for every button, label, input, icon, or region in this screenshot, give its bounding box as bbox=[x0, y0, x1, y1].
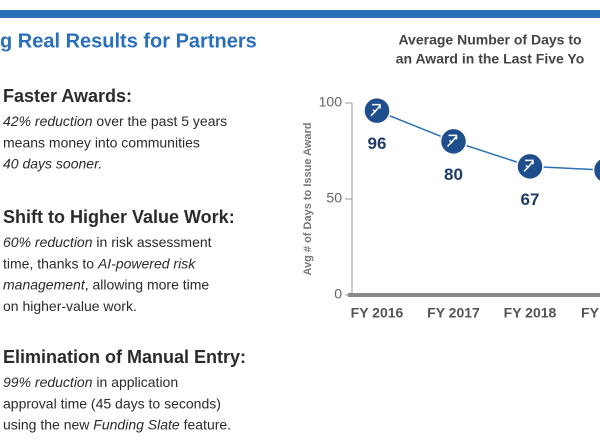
y-tick-label: 100 bbox=[319, 94, 343, 110]
x-tick-label: FY 2017 bbox=[427, 305, 480, 321]
text-run: Funding Slate bbox=[93, 416, 180, 432]
text-run: 99% reduction bbox=[3, 374, 93, 390]
body-line: 42% reduction over the past 5 years bbox=[3, 113, 227, 129]
body-line: approval time (45 days to seconds) bbox=[3, 395, 221, 411]
point-marker bbox=[516, 152, 544, 181]
body-line: management, allowing more time bbox=[3, 276, 209, 292]
point-marker bbox=[592, 158, 600, 183]
text-run: means money into communities bbox=[3, 134, 200, 150]
body-line: means money into communities bbox=[3, 134, 200, 150]
text-run: approval time (45 days to seconds) bbox=[3, 395, 221, 411]
point-marker bbox=[363, 96, 391, 125]
data-label: 96 bbox=[368, 134, 387, 153]
text-run: , allowing more time bbox=[85, 276, 210, 292]
chart-title: an Award in the Last Five Yo bbox=[396, 51, 585, 67]
text-run: in application bbox=[93, 374, 179, 390]
page-title: g Real Results for Partners bbox=[0, 30, 257, 52]
body-line: using the new Funding Slate feature. bbox=[3, 416, 231, 432]
section-heading: Shift to Higher Value Work: bbox=[3, 207, 235, 227]
x-tick-label: FY 2016 bbox=[351, 305, 404, 321]
text-run: management bbox=[3, 276, 86, 292]
y-tick-label: 50 bbox=[326, 190, 342, 206]
text-run: feature. bbox=[180, 416, 231, 432]
x-tick-label: FY bbox=[581, 305, 600, 321]
data-label: 67 bbox=[521, 190, 540, 209]
y-tick-label: 0 bbox=[334, 286, 342, 302]
text-run: on higher-value work. bbox=[3, 298, 137, 314]
y-axis-label: Avg # of Days to Issue Award bbox=[302, 122, 314, 275]
check-icon bbox=[370, 103, 381, 117]
check-icon bbox=[446, 134, 458, 147]
section-heading: Elimination of Manual Entry: bbox=[3, 347, 246, 367]
text-run: over the past 5 years bbox=[93, 113, 228, 129]
chart-title: Average Number of Days to bbox=[398, 32, 581, 48]
body-line: 99% reduction in application bbox=[3, 374, 178, 390]
body-line: 40 days sooner. bbox=[3, 155, 102, 171]
data-line bbox=[376, 109, 600, 171]
body-line: on higher-value work. bbox=[3, 298, 137, 314]
x-tick-label: FY 2018 bbox=[504, 305, 557, 321]
text-run: 40 days sooner. bbox=[3, 155, 102, 171]
text-run: 42% reduction bbox=[3, 113, 93, 129]
body-line: time, thanks to AI-powered risk bbox=[3, 255, 196, 271]
text-run: using the new bbox=[3, 416, 93, 432]
text-run: time, thanks to bbox=[3, 255, 98, 271]
data-label: 80 bbox=[444, 165, 463, 184]
body-line: 60% reduction in risk assessment bbox=[3, 234, 212, 250]
section-heading: Faster Awards: bbox=[3, 86, 132, 106]
check-icon bbox=[523, 159, 534, 172]
point-marker bbox=[439, 127, 468, 156]
top-bar bbox=[0, 10, 600, 18]
text-run: 60% reduction bbox=[3, 234, 93, 250]
text-run: AI-powered risk bbox=[97, 255, 196, 271]
text-run: in risk assessment bbox=[93, 234, 212, 250]
